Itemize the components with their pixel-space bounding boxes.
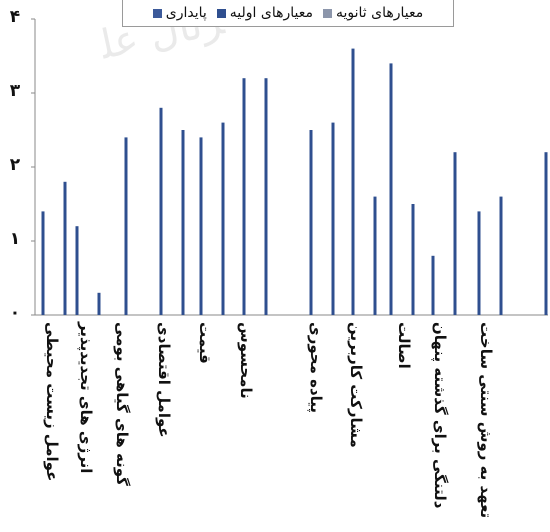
- x-category-label: اصالت: [395, 322, 413, 369]
- y-tick-label: ۴: [9, 7, 21, 27]
- legend-label: معیارهای اولیه: [229, 5, 313, 21]
- legend-label: پایداری: [165, 5, 207, 21]
- legend-swatch: [152, 8, 162, 18]
- x-category-label: نامحسوس: [237, 322, 255, 399]
- legend-item: پایداری: [152, 5, 207, 21]
- y-tick-label: ۳: [9, 81, 21, 101]
- bar: [41, 211, 45, 315]
- bar: [242, 78, 246, 315]
- bar: [477, 211, 481, 315]
- y-tick-label: ۱: [9, 229, 21, 249]
- bar: [124, 137, 128, 315]
- bar: [431, 255, 435, 315]
- x-category-label: انرژی های تجدیدپذیر: [77, 322, 95, 474]
- x-category-label: تعهد به روش سنتی ساخت: [477, 322, 495, 519]
- y-tick-label: ۰: [9, 303, 21, 323]
- legend-swatch: [322, 8, 332, 18]
- x-category-label: عوامل اقتصادی: [155, 322, 173, 438]
- legend-item: معیارهای ثانویه: [322, 5, 424, 21]
- x-category-label: پیاده محوری: [307, 322, 325, 414]
- x-category-label: دلتنگی برای گذشته پنهان: [431, 322, 449, 509]
- x-category-label: قیمت: [196, 322, 214, 364]
- bar: [309, 130, 313, 315]
- chart-legend: پایداری معیارهای اولیه معیارهای ثانویه: [122, 0, 454, 27]
- bar: [453, 152, 457, 315]
- bar: [331, 122, 335, 315]
- bar: [373, 196, 377, 315]
- bar: [97, 292, 101, 315]
- bar: [75, 226, 79, 315]
- bar: [499, 196, 503, 315]
- bar: [181, 130, 185, 315]
- bar: [389, 63, 393, 316]
- bar: [351, 48, 355, 315]
- bar: [159, 107, 163, 315]
- bar: [411, 204, 415, 315]
- bar: [221, 122, 225, 315]
- bar: [264, 78, 268, 315]
- legend-swatch: [216, 8, 226, 18]
- x-category-label: عوامل زیست محیطی: [43, 322, 61, 482]
- x-category-label: گونه های گیاهی بومی: [113, 322, 131, 486]
- x-category-label: مشارکت کاربرین: [347, 322, 365, 448]
- y-tick-label: ۲: [9, 155, 21, 175]
- legend-item: معیارهای اولیه: [216, 5, 313, 21]
- bar: [199, 137, 203, 315]
- bar: [544, 152, 548, 315]
- bar: [63, 181, 67, 315]
- legend-label: معیارهای ثانویه: [335, 5, 424, 21]
